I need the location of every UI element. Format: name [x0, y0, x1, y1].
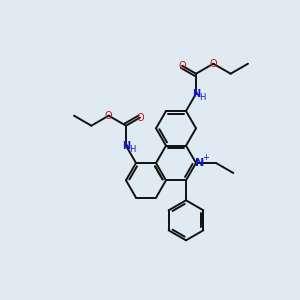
Text: O: O — [178, 61, 186, 71]
Text: O: O — [105, 111, 112, 121]
Text: O: O — [209, 59, 217, 69]
Text: +: + — [202, 154, 209, 163]
Text: H: H — [129, 145, 135, 154]
Text: N: N — [122, 141, 130, 151]
Text: N: N — [192, 89, 200, 99]
Text: N: N — [195, 158, 205, 168]
Text: H: H — [199, 93, 205, 102]
Text: O: O — [136, 113, 144, 123]
